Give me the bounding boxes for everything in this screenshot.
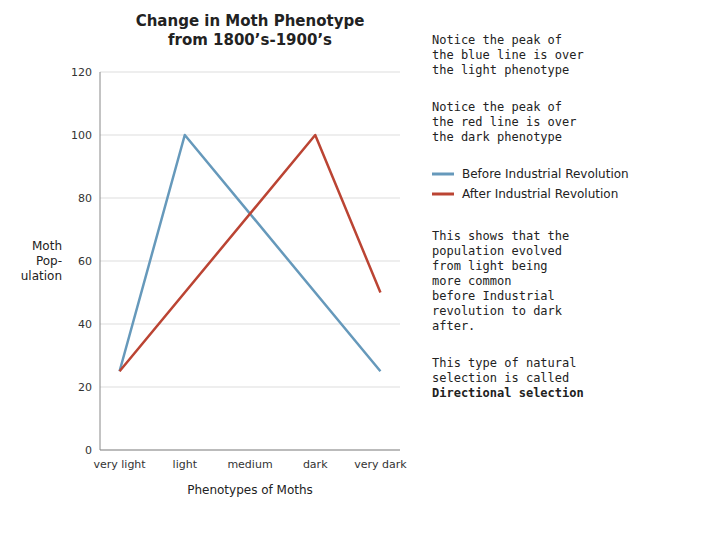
text-line: the dark phenotype <box>432 130 562 144</box>
text-line: from light being <box>432 259 548 273</box>
annotation: This shows that thepopulation evolvedfro… <box>432 229 569 333</box>
text-line: This type of natural <box>432 356 577 370</box>
y-tick-label: 20 <box>78 381 92 394</box>
text-line: This shows that the <box>432 229 569 243</box>
x-tick-label: very light <box>93 458 146 471</box>
grid-line <box>100 198 400 199</box>
chart: 0 20 40 60 80 100 120 very light light medium dark… <box>0 0 720 540</box>
text-line: Moth <box>32 239 62 253</box>
legend-swatch <box>432 193 454 196</box>
series-line <box>120 135 381 371</box>
text-line: Directional selection <box>432 386 584 400</box>
series-line <box>120 135 381 371</box>
text-line: Notice the peak of <box>432 100 562 114</box>
text-line: population evolved <box>432 244 562 258</box>
text-line: before Industrial <box>432 289 555 303</box>
y-axis-label: MothPop-ulation <box>21 239 62 283</box>
text-line: from 1800’s-1900’s <box>168 31 332 49</box>
grid-line <box>100 450 400 451</box>
text-line: after. <box>432 319 475 333</box>
text-line: the red line is over <box>432 115 577 129</box>
y-tick-label: 60 <box>78 255 92 268</box>
legend: Before Industrial Revolution After Indust… <box>432 167 629 201</box>
text-line: the light phenotype <box>432 63 569 77</box>
y-tick-label: 40 <box>78 318 92 331</box>
annotation: Notice the peak ofthe blue line is overt… <box>432 33 584 77</box>
x-tick-label: medium <box>227 458 272 471</box>
text-line: selection is called <box>432 371 569 385</box>
grid-line <box>100 135 400 136</box>
x-axis <box>100 450 400 451</box>
x-axis-label: Phenotypes of Moths <box>187 483 313 497</box>
annotation: This type of naturalselection is calledD… <box>432 356 584 400</box>
text-line: more common <box>432 274 511 288</box>
text-line: ulation <box>21 269 62 283</box>
legend-swatch <box>432 173 454 176</box>
grid-line <box>100 72 400 73</box>
text-line: the blue line is over <box>432 48 584 62</box>
grid-line <box>100 261 400 262</box>
text-line: Pop- <box>36 254 62 268</box>
legend-label: Before Industrial Revolution <box>462 167 629 181</box>
x-tick-label: light <box>173 458 198 471</box>
y-tick-label: 120 <box>71 66 92 79</box>
text-line: Change in Moth Phenotype <box>136 12 365 30</box>
grid-line <box>100 387 400 388</box>
y-tick-label: 80 <box>78 192 92 205</box>
text-line: revolution to dark <box>432 304 563 318</box>
title: Change in Moth Phenotypefrom 1800’s-1900… <box>136 12 365 49</box>
legend-label: After Industrial Revolution <box>462 187 618 201</box>
y-tick-label: 100 <box>71 129 92 142</box>
plot-area <box>120 135 381 371</box>
y-tick-label: 0 <box>85 444 92 457</box>
grid-line <box>100 324 400 325</box>
annotation: Notice the peak ofthe red line is overth… <box>432 100 577 144</box>
x-tick-label: dark <box>303 458 328 471</box>
text-line: Notice the peak of <box>432 33 562 47</box>
y-axis <box>100 72 101 450</box>
x-tick-label: very dark <box>354 458 407 471</box>
